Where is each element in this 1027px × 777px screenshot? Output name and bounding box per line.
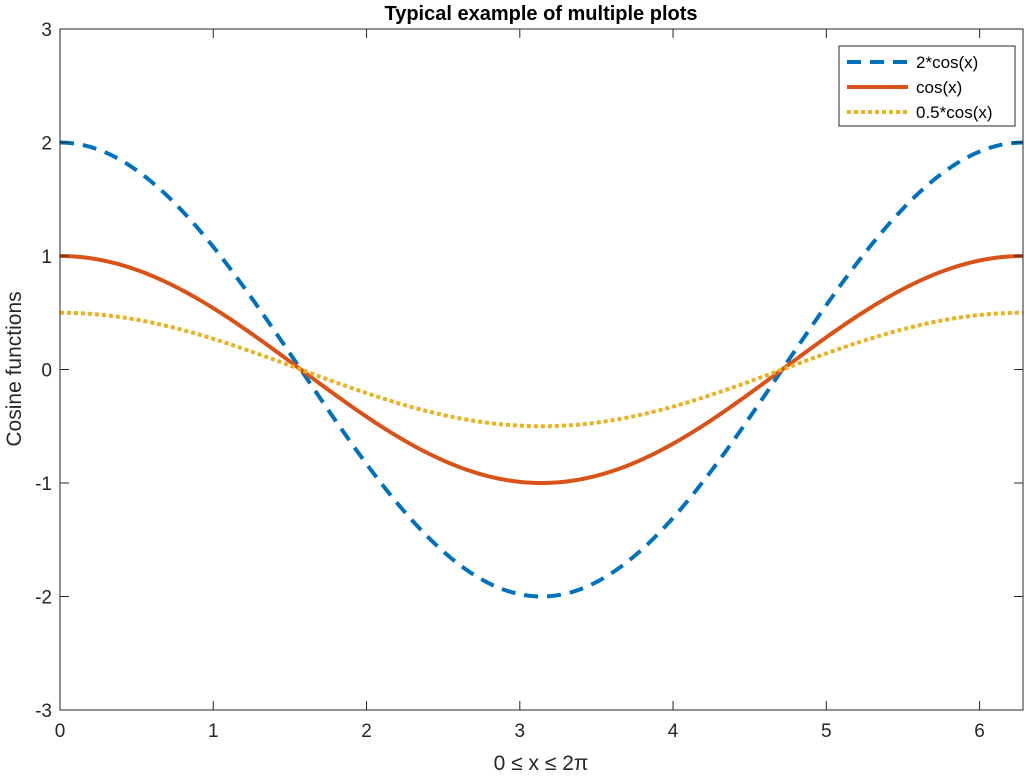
y-tick-label: -2: [35, 588, 52, 609]
y-tick-label: 3: [41, 20, 52, 41]
legend-label-05cos: 0.5*cos(x): [916, 103, 993, 122]
legend: 2*cos(x) cos(x) 0.5*cos(x): [838, 45, 1016, 127]
x-tick-label: 4: [668, 721, 679, 742]
plot-area: [60, 29, 1023, 710]
legend-label-cos: cos(x): [916, 78, 962, 97]
x-tick-label: 0: [55, 721, 66, 742]
series-line-0-5-cos-x-: [59, 310, 1024, 429]
legend-label-2cos: 2*cos(x): [916, 53, 978, 72]
x-tick-label: 6: [974, 721, 985, 742]
y-tick-label: -1: [35, 474, 52, 495]
axes-box: [59, 28, 1024, 711]
x-tick-label: 1: [208, 721, 219, 742]
y-tick-label: 0: [41, 361, 52, 382]
x-tick-label: 3: [515, 721, 526, 742]
y-tick-label: -3: [35, 701, 52, 722]
y-tick-label: 2: [41, 134, 52, 155]
series-layer: [59, 140, 1024, 599]
series-line-cos-x-: [59, 254, 1024, 485]
chart-title: Typical example of multiple plots: [384, 3, 697, 25]
x-axis-label: 0 ≤ x ≤ 2π: [494, 752, 589, 775]
y-axis-label: Cosine functions: [3, 291, 26, 446]
y-tick-label: 1: [41, 247, 52, 268]
x-tick-label: 5: [821, 721, 832, 742]
x-tick-label: 2: [361, 721, 372, 742]
